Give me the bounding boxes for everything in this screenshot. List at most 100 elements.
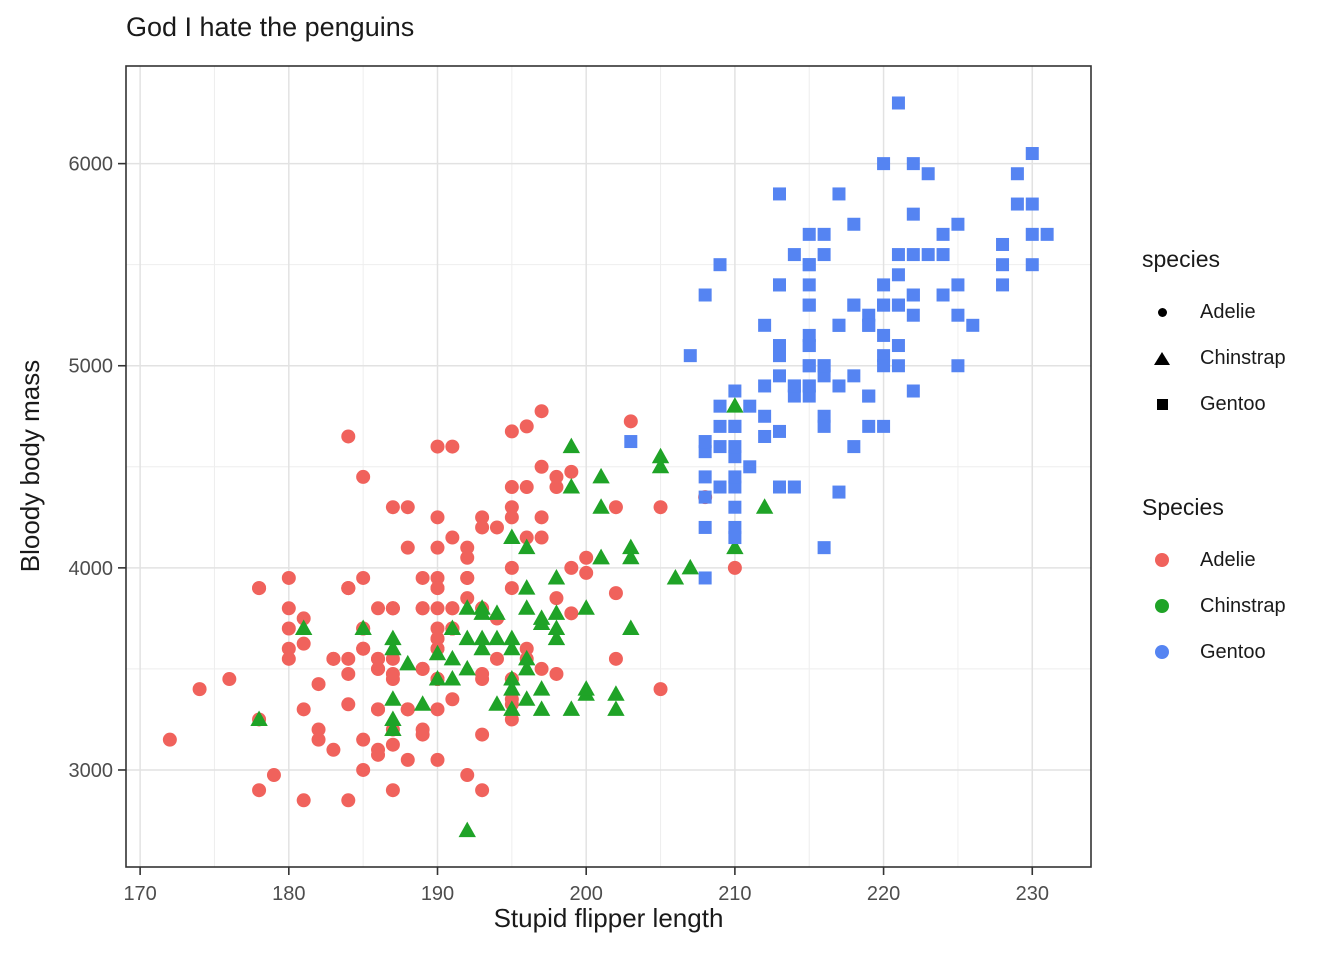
data-point-chinstrap bbox=[384, 639, 402, 656]
data-point-chinstrap bbox=[518, 659, 536, 676]
data-point-chinstrap bbox=[518, 690, 536, 706]
data-point-adelie bbox=[504, 560, 519, 575]
data-point-gentoo bbox=[728, 419, 742, 433]
data-point-adelie bbox=[504, 581, 519, 596]
data-point-gentoo bbox=[817, 248, 831, 262]
x-tick-label: 180 bbox=[272, 883, 305, 905]
data-point-gentoo bbox=[906, 207, 920, 221]
data-point-adelie bbox=[385, 601, 400, 616]
shape-legend-title: species bbox=[1142, 246, 1220, 272]
data-point-adelie bbox=[534, 530, 549, 545]
legend-item-chinstrap-shape: Chinstrap bbox=[1140, 335, 1286, 381]
data-point-chinstrap bbox=[532, 700, 551, 716]
data-point-gentoo bbox=[936, 227, 950, 241]
data-point-gentoo bbox=[802, 339, 816, 353]
data-point-chinstrap bbox=[413, 695, 432, 711]
x-tick-label: 190 bbox=[421, 883, 454, 905]
data-point-chinstrap bbox=[473, 639, 491, 656]
data-point-adelie bbox=[445, 530, 460, 545]
data-point-gentoo bbox=[862, 308, 876, 322]
legend-label: Chinstrap bbox=[1200, 346, 1286, 369]
triangle-marker-icon bbox=[1154, 351, 1170, 365]
data-point-adelie bbox=[475, 510, 490, 525]
square-marker-icon bbox=[1156, 398, 1168, 410]
data-point-adelie bbox=[460, 768, 475, 783]
data-point-chinstrap bbox=[428, 670, 447, 686]
data-point-adelie bbox=[371, 747, 386, 762]
data-point-gentoo bbox=[713, 440, 727, 454]
data-point-adelie bbox=[504, 692, 519, 707]
data-point-adelie bbox=[430, 702, 445, 717]
y-tick-label: 6000 bbox=[69, 154, 114, 176]
data-point-adelie bbox=[371, 661, 386, 676]
data-point-gentoo bbox=[713, 399, 727, 413]
data-point-adelie bbox=[296, 611, 311, 626]
data-point-gentoo bbox=[847, 369, 861, 383]
data-point-chinstrap bbox=[428, 644, 447, 661]
data-point-gentoo bbox=[713, 258, 727, 272]
data-point-adelie bbox=[564, 464, 579, 479]
data-point-gentoo bbox=[921, 167, 935, 181]
data-point-gentoo bbox=[891, 248, 905, 262]
data-point-adelie bbox=[252, 581, 267, 596]
data-point-chinstrap bbox=[547, 629, 566, 646]
data-point-adelie bbox=[281, 570, 296, 585]
x-tick-label: 220 bbox=[867, 883, 900, 905]
data-point-gentoo bbox=[817, 419, 831, 433]
data-point-gentoo bbox=[728, 470, 742, 484]
data-point-gentoo bbox=[787, 379, 801, 393]
data-point-adelie bbox=[341, 697, 356, 712]
data-point-chinstrap bbox=[755, 498, 774, 514]
data-point-gentoo bbox=[728, 480, 742, 494]
data-point-gentoo bbox=[728, 384, 742, 398]
data-point-adelie bbox=[356, 732, 371, 747]
data-point-chinstrap bbox=[503, 639, 521, 656]
data-point-chinstrap bbox=[532, 609, 551, 625]
legend-label: Adelie bbox=[1200, 300, 1256, 323]
data-point-adelie bbox=[653, 682, 668, 697]
data-point-adelie bbox=[266, 768, 281, 783]
data-point-chinstrap bbox=[726, 538, 744, 555]
data-point-gentoo bbox=[862, 318, 876, 332]
data-point-gentoo bbox=[683, 349, 697, 363]
data-point-chinstrap bbox=[384, 710, 402, 726]
data-point-adelie bbox=[475, 666, 490, 681]
data-point-adelie bbox=[579, 565, 594, 580]
y-tick-label: 3000 bbox=[69, 760, 114, 782]
data-point-gentoo bbox=[906, 288, 920, 302]
data-point-gentoo bbox=[698, 288, 712, 302]
data-point-adelie bbox=[504, 712, 519, 727]
data-point-chinstrap bbox=[294, 619, 313, 635]
data-point-adelie bbox=[400, 540, 415, 555]
data-point-adelie bbox=[430, 581, 445, 596]
data-point-chinstrap bbox=[681, 558, 699, 575]
data-point-adelie bbox=[623, 414, 638, 429]
data-point-adelie bbox=[162, 732, 177, 747]
color-legend-title: Species bbox=[1142, 494, 1224, 520]
data-point-chinstrap bbox=[622, 548, 640, 565]
data-point-adelie bbox=[489, 520, 504, 535]
data-point-gentoo bbox=[713, 480, 727, 494]
data-point-adelie bbox=[534, 404, 549, 419]
data-point-adelie bbox=[296, 636, 311, 651]
data-point-chinstrap bbox=[577, 680, 595, 696]
data-point-adelie bbox=[356, 762, 371, 777]
legend-label: Adelie bbox=[1200, 548, 1256, 571]
data-point-adelie bbox=[400, 500, 415, 515]
data-point-gentoo bbox=[847, 217, 861, 231]
data-point-gentoo bbox=[1025, 147, 1039, 161]
data-point-adelie bbox=[608, 651, 623, 666]
legend-item-chinstrap-color: Chinstrap bbox=[1140, 583, 1286, 629]
data-point-gentoo bbox=[951, 217, 965, 231]
data-point-gentoo bbox=[936, 288, 950, 302]
data-point-gentoo bbox=[921, 248, 935, 262]
data-point-gentoo bbox=[728, 440, 742, 454]
data-point-adelie bbox=[460, 540, 475, 555]
data-point-gentoo bbox=[698, 490, 712, 504]
data-point-gentoo bbox=[817, 227, 831, 241]
data-point-chinstrap bbox=[443, 649, 462, 666]
data-point-gentoo bbox=[758, 318, 772, 332]
y-tick-label: 4000 bbox=[69, 558, 114, 580]
data-point-gentoo bbox=[802, 227, 816, 241]
